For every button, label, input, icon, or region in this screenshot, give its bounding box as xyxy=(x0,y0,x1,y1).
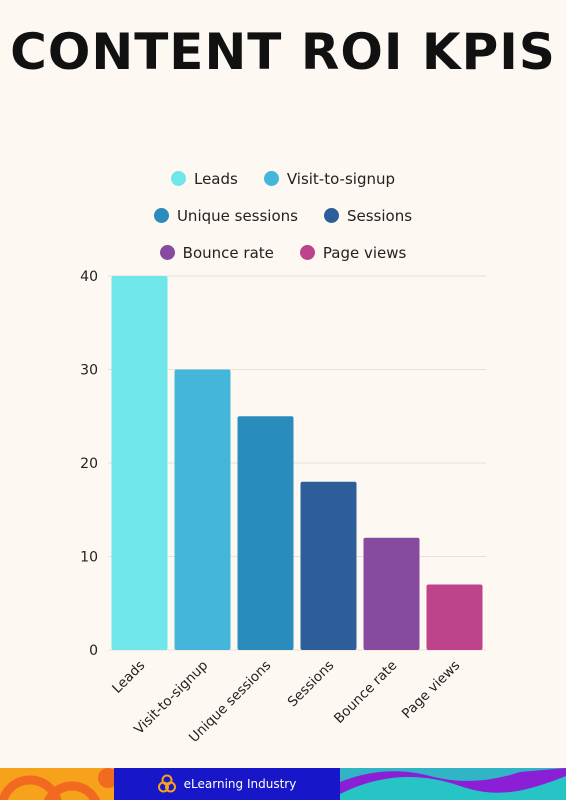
legend-row: Unique sessions Sessions xyxy=(0,197,566,234)
wave-graphic xyxy=(340,768,566,800)
y-tick-label: 20 xyxy=(80,456,98,472)
legend-swatch xyxy=(299,245,315,260)
legend-item-leads: Leads xyxy=(170,169,238,188)
x-tick-label: Sessions xyxy=(285,658,338,711)
bar xyxy=(174,369,231,650)
page-title: CONTENT ROI KPIS xyxy=(10,23,556,81)
bar xyxy=(237,416,294,650)
legend-swatch xyxy=(263,171,279,186)
y-tick-label: 10 xyxy=(80,550,98,566)
legend-item-page-views: Page views xyxy=(299,243,407,262)
bar xyxy=(111,276,168,650)
legend-swatch xyxy=(153,208,169,223)
legend-item-bounce-rate: Bounce rate xyxy=(159,243,274,262)
chart-legend: Leads Visit-to-signup Unique sessions Se… xyxy=(0,160,566,271)
y-tick-label: 0 xyxy=(89,643,98,659)
y-tick-label: 30 xyxy=(80,363,98,379)
swirl-graphic xyxy=(0,768,114,800)
legend-label: Visit-to-signup xyxy=(286,169,396,188)
legend-label: Unique sessions xyxy=(176,206,298,225)
x-tick-label: Page views xyxy=(399,658,463,722)
legend-label: Bounce rate xyxy=(182,243,274,262)
legend-item-unique-sessions: Unique sessions xyxy=(153,206,298,225)
x-tick-label: Bounce rate xyxy=(331,658,400,727)
bar xyxy=(363,537,420,650)
legend-item-sessions: Sessions xyxy=(323,206,413,225)
bar xyxy=(300,481,357,650)
bar xyxy=(426,584,483,650)
legend-label: Sessions xyxy=(346,206,413,225)
x-tick-label: Leads xyxy=(109,658,148,697)
legend-item-visit-to-signup: Visit-to-signup xyxy=(263,169,396,188)
footer-brand: eLearning Industry xyxy=(114,768,340,800)
brand-name: eLearning Industry xyxy=(183,777,297,791)
legend-swatch xyxy=(159,245,175,260)
legend-row: Bounce rate Page views xyxy=(0,234,566,271)
footer-banner: eLearning Industry xyxy=(0,768,566,800)
legend-swatch xyxy=(170,171,186,186)
legend-row: Leads Visit-to-signup xyxy=(0,160,566,197)
legend-swatch xyxy=(323,208,339,223)
legend-label: Leads xyxy=(193,169,238,188)
legend-label: Page views xyxy=(322,243,407,262)
footer-decoration-right xyxy=(340,768,566,800)
footer-decoration-left xyxy=(0,768,114,800)
brand-logo-icon xyxy=(157,774,176,793)
y-tick-label: 40 xyxy=(80,269,98,285)
